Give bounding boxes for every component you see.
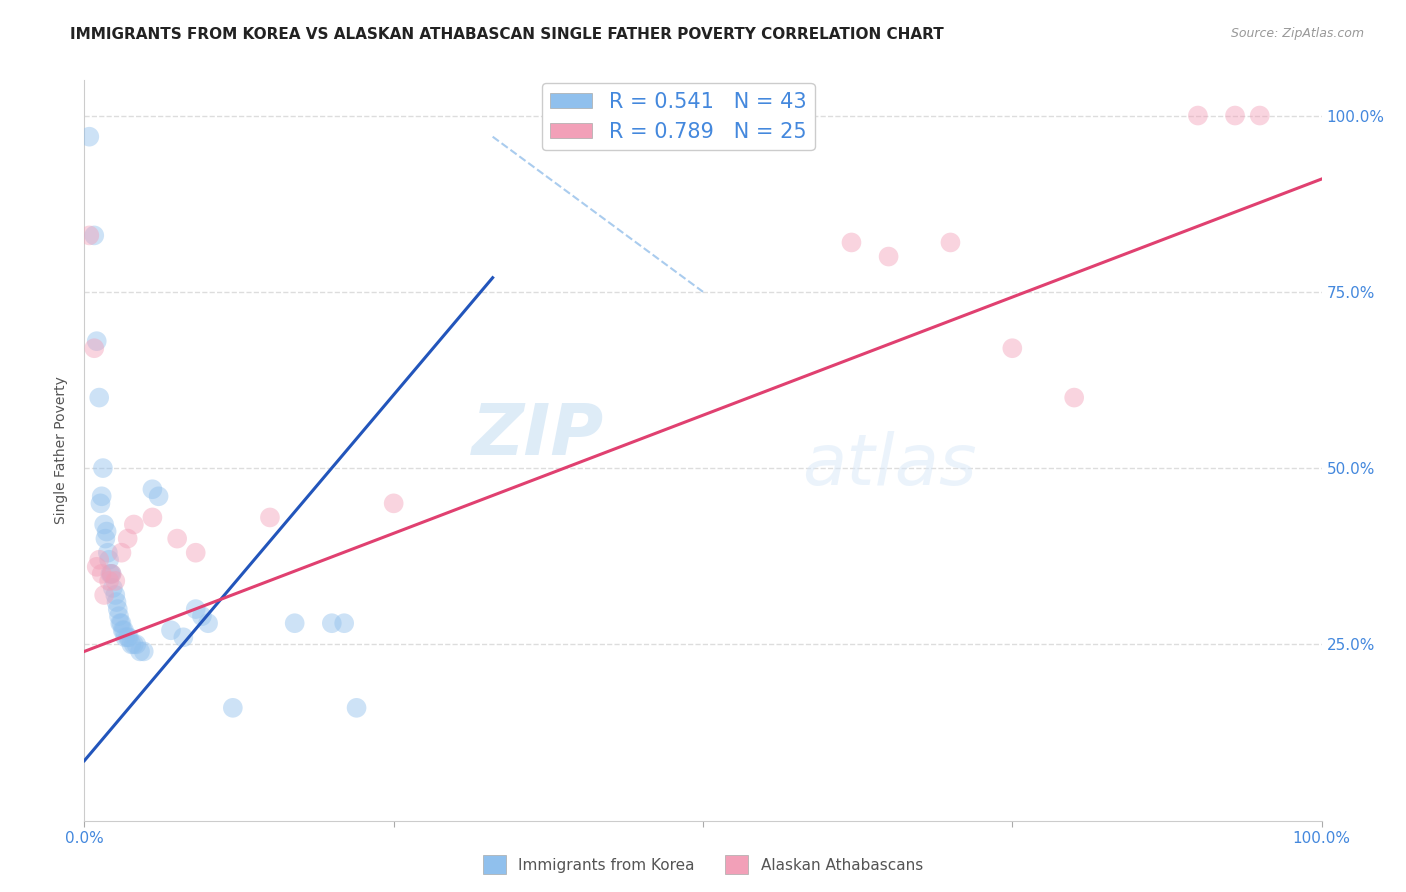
Point [841,235,863,250]
Point [1001,341,1024,355]
Point [111,624,134,638]
Point [160,624,183,638]
Point [114,630,136,644]
Point [90,489,112,503]
Y-axis label: Single Father Poverty: Single Father Poverty [55,376,69,524]
Point [104,588,127,602]
Legend: R = 0.541   N = 43, R = 0.789   N = 25: R = 0.541 N = 43, R = 0.789 N = 25 [541,83,814,151]
Point [93,588,115,602]
Point [259,510,281,524]
Point [98,553,121,567]
Point [86,559,108,574]
Point [382,496,405,510]
Point [110,616,132,631]
Text: ZIP: ZIP [472,401,605,470]
Point [104,574,127,588]
Legend: Immigrants from Korea, Alaskan Athabascans: Immigrants from Korea, Alaskan Athabasca… [477,849,929,880]
Point [86,334,108,348]
Point [132,644,155,658]
Point [333,616,356,631]
Point [79,129,101,144]
Point [877,250,900,264]
Point [284,616,307,631]
Point [172,630,194,644]
Point [1249,109,1271,123]
Point [1187,109,1209,123]
Point [184,546,207,560]
Point [118,630,141,644]
Point [91,461,114,475]
Point [122,637,145,651]
Point [107,602,129,616]
Point [166,532,188,546]
Point [191,609,214,624]
Point [125,637,148,651]
Point [939,235,962,250]
Point [93,517,115,532]
Point [83,341,105,355]
Point [148,489,170,503]
Point [89,391,111,405]
Point [98,566,121,581]
Point [90,566,112,581]
Point [117,532,139,546]
Text: atlas: atlas [801,431,977,500]
Point [101,581,124,595]
Point [79,228,101,243]
Point [122,517,145,532]
Point [105,595,128,609]
Point [321,616,343,631]
Point [197,616,219,631]
Point [112,624,135,638]
Point [1063,391,1085,405]
Point [98,574,121,588]
Point [346,701,368,715]
Point [141,482,163,496]
Point [100,566,122,581]
Point [83,228,105,243]
Point [89,496,111,510]
Point [110,616,132,631]
Point [96,524,118,539]
Text: Source: ZipAtlas.com: Source: ZipAtlas.com [1230,27,1364,40]
Point [120,637,142,651]
Point [100,566,122,581]
Point [89,553,111,567]
Point [1223,109,1246,123]
Point [141,510,163,524]
Point [184,602,207,616]
Point [97,546,120,560]
Point [108,609,131,624]
Point [94,532,117,546]
Text: IMMIGRANTS FROM KOREA VS ALASKAN ATHABASCAN SINGLE FATHER POVERTY CORRELATION CH: IMMIGRANTS FROM KOREA VS ALASKAN ATHABAS… [70,27,943,42]
Point [222,701,245,715]
Point [117,630,139,644]
Point [110,546,132,560]
Point [129,644,152,658]
